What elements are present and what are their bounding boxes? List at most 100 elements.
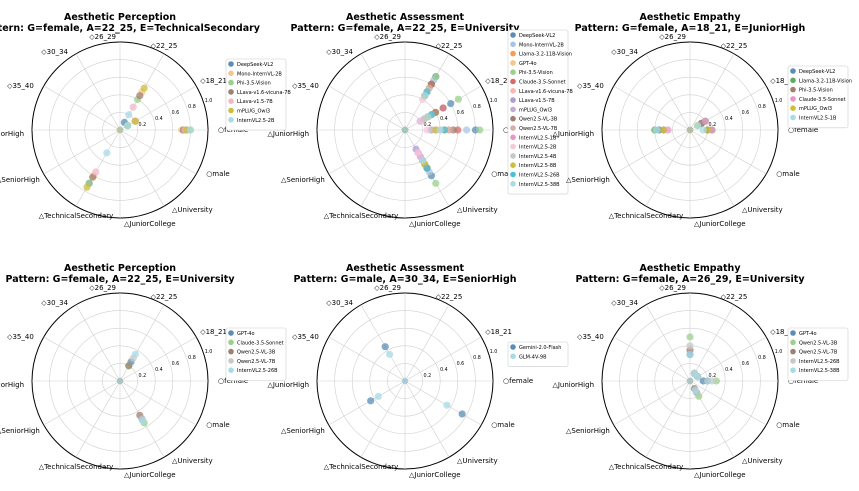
legend-marker	[790, 339, 796, 346]
legend-marker	[228, 89, 234, 95]
data-point	[690, 369, 699, 377]
data-point	[432, 73, 440, 81]
grid-spoke	[689, 129, 735, 207]
data-point	[116, 377, 124, 385]
data-point	[116, 377, 124, 385]
legend-label: DeepSeek-VL2	[519, 33, 555, 39]
legend-marker	[510, 344, 516, 350]
data-point	[374, 392, 382, 400]
axis-label: ○female	[218, 377, 248, 385]
data-point	[386, 350, 394, 358]
data-point	[454, 95, 462, 103]
legend-label: GPT-4o	[237, 331, 255, 337]
data-point	[686, 377, 694, 385]
axis-label: ○female	[788, 126, 818, 134]
data-point	[432, 179, 440, 187]
chart-subtitle: Pattern: G=female, A=18_21, E=JuniorHigh	[575, 23, 806, 34]
legend-marker	[790, 358, 796, 364]
legend-label: LLava-v1.6-vicuna-7B	[237, 90, 291, 96]
grid-spoke	[689, 380, 767, 426]
axis-label: ◇22_25	[721, 293, 748, 301]
grid-spoke	[645, 53, 691, 131]
data-point	[701, 117, 709, 125]
legend-marker	[228, 61, 234, 67]
axis-label: △JuniorHigh	[552, 130, 594, 138]
data-point	[83, 183, 91, 191]
grid-spoke	[119, 129, 165, 207]
data-point	[89, 173, 97, 181]
legend-marker	[510, 181, 516, 187]
axis-label: ◇35_40	[292, 82, 319, 90]
axis-label: ◇26_29	[374, 284, 401, 292]
legend-label: InternVL2.5-2B	[237, 118, 275, 124]
data-point	[125, 111, 133, 119]
grid-spoke	[75, 53, 121, 131]
r-tick-label: 0.4	[725, 367, 733, 373]
r-tick-label: 0.2	[424, 122, 432, 128]
axis-label: △TechnicalSecondary	[609, 212, 684, 220]
r-tick-label: 0.8	[758, 355, 766, 361]
axis-label: △SeniorHigh	[0, 427, 40, 435]
legend-marker	[510, 162, 516, 168]
axis-label: ◇18_21	[200, 77, 227, 85]
axis-label: △JuniorHigh	[0, 381, 24, 389]
legend-marker	[510, 78, 516, 85]
chart-title: Aesthetic Assessment	[346, 12, 464, 23]
data-point	[686, 126, 694, 134]
axis-label: ○male	[206, 421, 229, 429]
data-point	[401, 126, 409, 134]
data-point	[116, 126, 124, 134]
axis-label: ◇22_25	[151, 293, 178, 301]
data-point	[424, 113, 432, 121]
chart-subtitle: Pattern: G=female, A=26_29, E=University	[575, 274, 805, 285]
grid-spoke	[119, 129, 197, 175]
data-point	[652, 126, 661, 134]
axis-label: ◇18_21	[485, 77, 512, 85]
grid-spoke	[404, 380, 482, 426]
legend-label: InternVL2.5-2B	[519, 145, 557, 151]
r-tick-label: 0.6	[742, 110, 750, 116]
legend-marker	[510, 153, 516, 159]
data-point	[401, 126, 409, 134]
axis-label: ◇26_29	[374, 33, 401, 41]
data-point	[401, 126, 409, 134]
axis-label: △TechnicalSecondary	[39, 463, 114, 471]
data-point	[92, 168, 100, 176]
legend-label: mPLUG_Owl3	[237, 109, 270, 115]
axis-label: ◇30_34	[611, 299, 638, 307]
data-point	[140, 84, 148, 92]
axis-label: ◇26_29	[659, 284, 686, 292]
legend-label: Qwen2.5-VL-7B	[519, 126, 558, 132]
legend-box	[225, 327, 287, 381]
data-point	[116, 126, 124, 134]
legend-label: Qwen2.5-VL-3B	[519, 117, 558, 123]
grid-spoke	[645, 304, 691, 382]
data-point	[476, 126, 484, 134]
legend-label: InternVL2.5-26B	[799, 359, 840, 365]
legend-label: Claude-3.5-Sonnet	[237, 340, 284, 346]
data-point	[686, 126, 694, 134]
grid-spoke	[360, 304, 406, 382]
legend-marker	[228, 358, 234, 364]
axis-label: ○male	[491, 170, 514, 178]
axis-label: △SeniorHigh	[281, 176, 325, 184]
legend-marker	[228, 117, 234, 123]
legend-label: GLM-4V-9B	[519, 354, 547, 360]
data-point	[686, 377, 694, 385]
grid-spoke	[43, 336, 121, 382]
grid-spoke	[360, 53, 406, 131]
data-point	[367, 397, 375, 405]
chart-subtitle: Pattern: G=male, A=30_34, E=SeniorHigh	[293, 274, 516, 285]
grid-spoke	[75, 304, 121, 382]
chart-title: Aesthetic Perception	[64, 12, 176, 23]
data-point	[401, 126, 409, 134]
legend-marker	[510, 60, 516, 66]
axis-label: ◇18_21	[770, 328, 797, 336]
r-tick-label: 1.0	[490, 98, 498, 104]
r-tick-label: 1.0	[775, 98, 783, 104]
data-point	[131, 117, 139, 125]
legend-marker	[510, 41, 516, 48]
r-tick-label: 0.8	[473, 355, 481, 361]
data-point	[116, 126, 124, 134]
